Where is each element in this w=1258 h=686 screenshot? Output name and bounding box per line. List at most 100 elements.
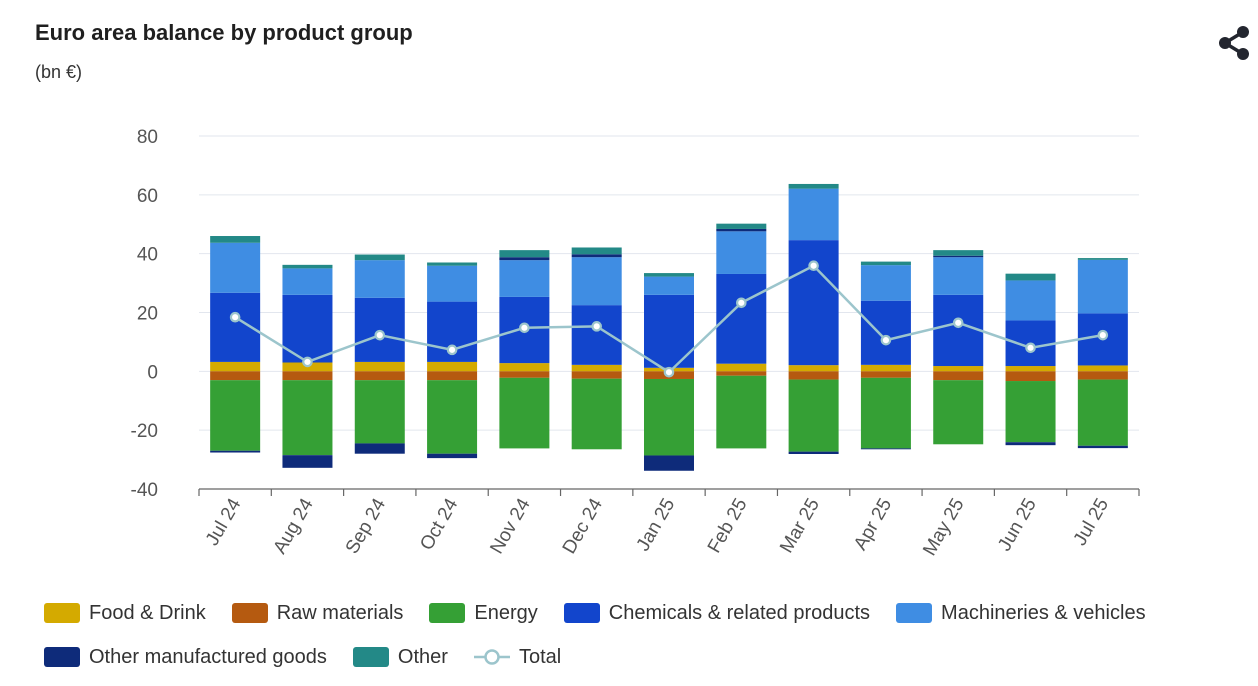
total-point	[1097, 329, 1109, 341]
bar-other_manufactured	[933, 255, 984, 258]
x-tick-label: Jan 25	[633, 495, 680, 555]
bar-other_manufactured	[210, 450, 261, 453]
bar-chemicals	[860, 300, 911, 365]
bar-raw	[499, 371, 550, 378]
bar-raw	[354, 371, 405, 381]
bar-raw	[933, 371, 984, 381]
bar-chemicals	[788, 240, 839, 366]
bar-machinery	[716, 231, 767, 274]
bar-food	[571, 364, 622, 372]
bar-other_manufactured	[571, 254, 622, 258]
bar-raw	[210, 371, 261, 381]
legend-swatch-other	[352, 647, 389, 667]
bar-food	[933, 366, 984, 372]
legend-item-machineries[interactable]: Machineries & vehicles	[896, 602, 1146, 625]
total-point	[1025, 342, 1036, 354]
bar-other	[933, 250, 984, 256]
bar-raw	[571, 371, 622, 379]
legend-swatch-energy	[429, 603, 466, 623]
legend-label: Energy	[474, 601, 538, 624]
bar-energy	[644, 378, 694, 456]
bar-food	[427, 361, 478, 372]
legend-swatch-raw-materials	[231, 603, 268, 623]
y-tick-label: -40	[131, 480, 158, 501]
legend-item-food-drink[interactable]: Food & Drink	[44, 602, 206, 625]
legend-item-other[interactable]: Other	[352, 645, 448, 669]
legend-label: Machineries & vehicles	[941, 601, 1146, 624]
x-tick-label: Apr 25	[850, 495, 896, 554]
legend-item-energy[interactable]: Energy	[429, 601, 538, 625]
bar-raw	[1005, 371, 1056, 382]
bar-machinery	[282, 268, 333, 295]
bar-other	[1077, 258, 1128, 260]
bar-energy	[354, 380, 405, 444]
bar-machinery	[427, 265, 478, 302]
x-tick-label: Aug 24	[269, 495, 318, 558]
share-icon[interactable]	[1215, 24, 1253, 62]
x-tick-label: Jul 25	[1070, 495, 1114, 549]
bar-other_manufactured	[716, 228, 767, 232]
bar-machinery	[210, 242, 261, 293]
legend-label: Raw materials	[276, 601, 404, 624]
bar-food	[499, 363, 550, 372]
bar-machinery	[788, 188, 839, 241]
total-point	[591, 321, 602, 332]
legend-item-raw-materials[interactable]: Raw materials	[231, 601, 404, 625]
bar-machinery	[1005, 280, 1056, 321]
bar-machinery	[354, 260, 405, 298]
legend-label: Other	[397, 645, 448, 668]
legend-label: Chemicals & related products	[608, 601, 871, 624]
bar-machinery	[860, 265, 911, 301]
bar-raw	[788, 371, 839, 380]
x-tick-label: Mar 25	[776, 495, 824, 557]
legend-item-chemicals[interactable]: Chemicals & related products	[563, 601, 871, 625]
bar-machinery	[933, 257, 984, 295]
bar-other_manufactured	[788, 451, 839, 454]
legend-item-other-manufactured[interactable]: Other manufactured goods	[44, 646, 327, 669]
bar-other	[788, 183, 839, 189]
bar-machinery	[499, 260, 550, 297]
legend-item-total[interactable]: Total	[473, 645, 562, 669]
bar-energy	[427, 380, 478, 454]
x-tick-label: Oct 24	[416, 495, 462, 554]
bar-food	[716, 363, 767, 372]
bar-other_manufactured	[644, 455, 694, 471]
bar-raw	[860, 371, 911, 378]
bar-machinery	[1077, 259, 1128, 314]
chart-title: Euro area balance by product group	[35, 20, 413, 45]
legend-line-total	[473, 647, 510, 667]
y-tick-label: 0	[147, 362, 158, 383]
y-tick-label: 80	[137, 127, 158, 148]
bar-food	[354, 361, 405, 372]
bar-other_manufactured	[427, 453, 478, 459]
bar-machinery	[571, 257, 622, 306]
bar-energy	[716, 375, 767, 449]
legend-row-2: Other manufactured goods Other Total	[44, 642, 1254, 672]
bar-food	[860, 364, 911, 372]
bar-other_manufactured	[1077, 445, 1128, 449]
bar-food	[1005, 366, 1056, 372]
bar-raw	[427, 371, 478, 381]
total-point	[229, 311, 241, 323]
total-point	[808, 260, 819, 272]
legend-swatch-other-manufactured	[44, 647, 80, 667]
bar-other	[1005, 273, 1056, 281]
y-tick-label: -20	[131, 421, 158, 442]
bar-machinery	[644, 276, 694, 295]
bar-other	[499, 250, 550, 258]
bar-other	[571, 247, 622, 255]
legend: Food & Drink Raw materials Energy Chemic…	[44, 598, 1254, 686]
y-tick-label: 60	[137, 186, 158, 207]
bar-energy	[933, 380, 984, 445]
legend-label: Total	[518, 645, 562, 668]
total-point	[302, 356, 313, 368]
bar-energy	[1077, 379, 1128, 446]
bar-energy	[1005, 381, 1056, 443]
y-tick-label: 40	[137, 245, 158, 266]
total-point	[952, 317, 964, 329]
bar-other	[644, 273, 694, 277]
x-tick-label: Feb 25	[704, 495, 752, 557]
legend-label: Other manufactured goods	[89, 645, 327, 668]
x-tick-label: Dec 24	[559, 495, 608, 558]
bar-food	[1077, 365, 1128, 372]
